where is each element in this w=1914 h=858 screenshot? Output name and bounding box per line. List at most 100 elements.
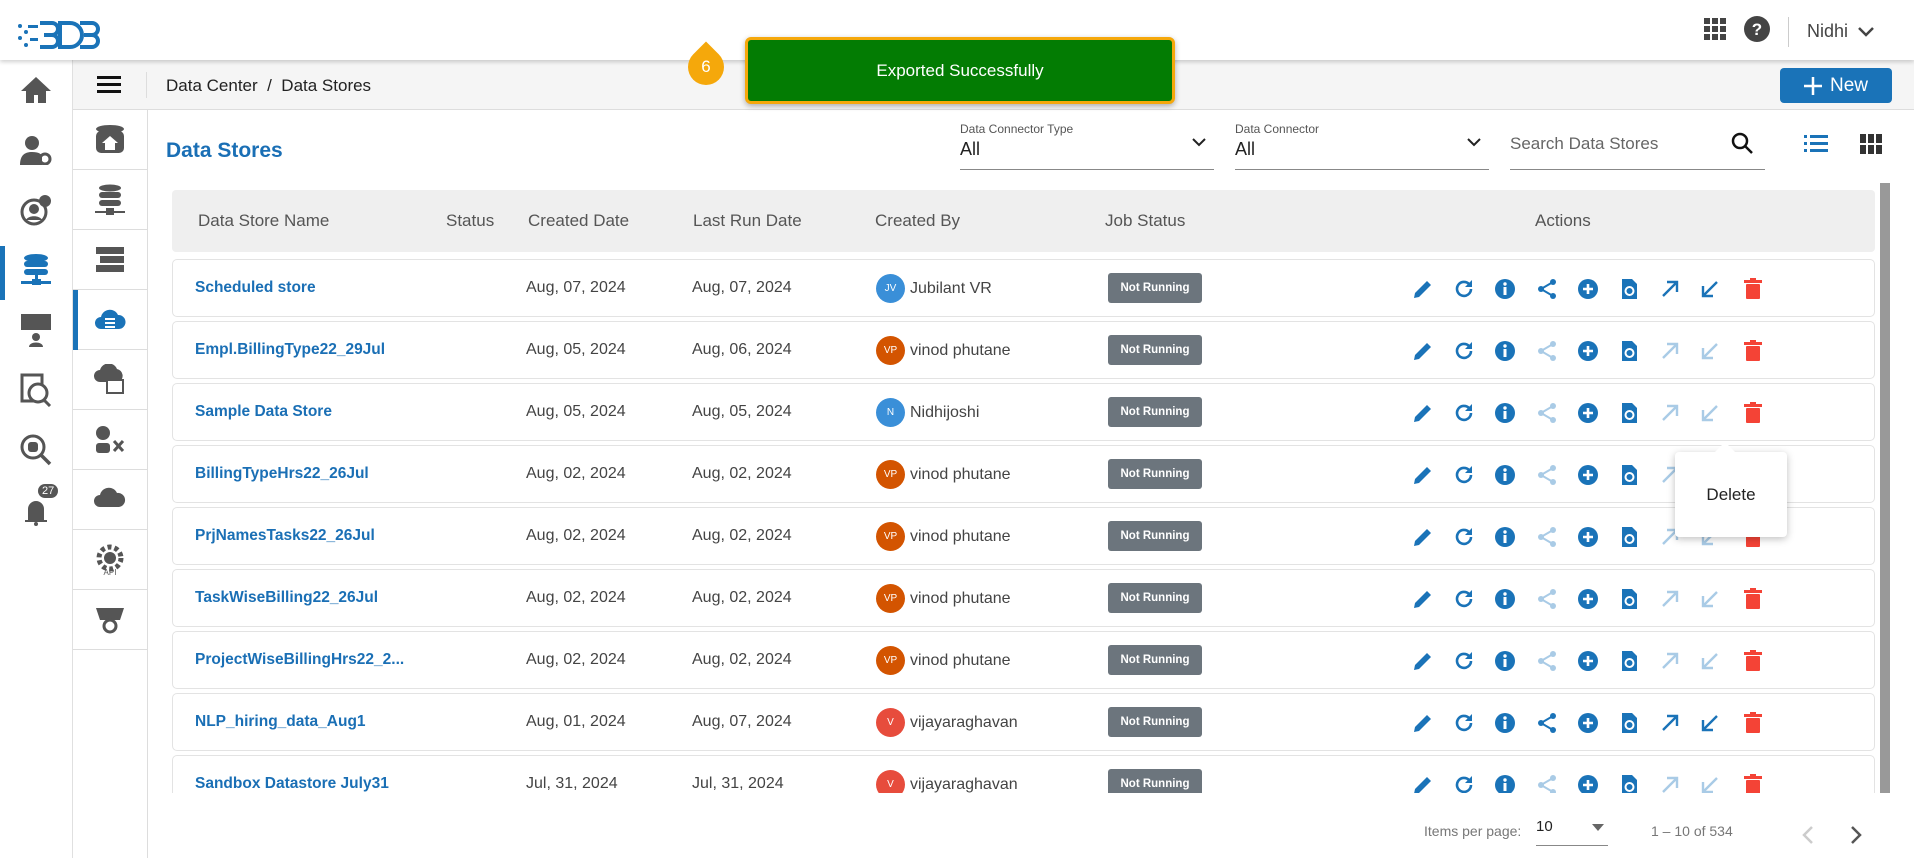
share-icon[interactable]	[1535, 587, 1559, 611]
data-store-name-link[interactable]: Empl.BillingType22_29Jul	[195, 341, 386, 358]
rail-user-info[interactable]	[0, 180, 72, 240]
delete-icon[interactable]	[1741, 401, 1765, 425]
refresh-icon[interactable]	[1452, 277, 1476, 301]
edit-icon[interactable]	[1411, 463, 1435, 487]
data-store-name-link[interactable]: Sample Data Store	[195, 403, 332, 420]
edit-icon[interactable]	[1411, 339, 1435, 363]
connector-type-select[interactable]: Data Connector Type All	[960, 122, 1214, 170]
import-arrow-icon[interactable]	[1698, 773, 1722, 793]
data-store-name-link[interactable]: PrjNamesTasks22_26Jul	[195, 527, 375, 544]
info-icon[interactable]	[1493, 339, 1517, 363]
subnav-data-preparation[interactable]	[73, 470, 147, 530]
subnav-feature-store[interactable]	[73, 590, 147, 650]
add-circle-icon[interactable]	[1576, 525, 1600, 549]
share-icon[interactable]	[1535, 525, 1559, 549]
col-created-date[interactable]: Created Date	[528, 211, 630, 230]
delete-icon[interactable]	[1741, 711, 1765, 735]
delete-icon[interactable]	[1741, 649, 1765, 673]
table-row[interactable]: Sandbox Datastore July31 Jul, 31, 2024 J…	[172, 755, 1875, 793]
share-icon[interactable]	[1535, 339, 1559, 363]
table-row[interactable]: NLP_hiring_data_Aug1 Aug, 01, 2024 Aug, …	[172, 693, 1875, 751]
import-arrow-icon[interactable]	[1698, 277, 1722, 301]
search-input[interactable]: Search Data Stores	[1510, 128, 1765, 170]
file-restore-icon[interactable]	[1617, 339, 1641, 363]
edit-icon[interactable]	[1411, 401, 1435, 425]
grid-view-icon[interactable]	[1860, 134, 1882, 154]
import-arrow-icon[interactable]	[1698, 587, 1722, 611]
share-icon[interactable]	[1535, 277, 1559, 301]
export-arrow-icon[interactable]	[1658, 773, 1682, 793]
import-arrow-icon[interactable]	[1698, 339, 1722, 363]
import-arrow-icon[interactable]	[1698, 649, 1722, 673]
info-icon[interactable]	[1493, 711, 1517, 735]
table-row[interactable]: TaskWiseBilling22_26Jul Aug, 02, 2024 Au…	[172, 569, 1875, 627]
info-icon[interactable]	[1493, 649, 1517, 673]
info-icon[interactable]	[1493, 277, 1517, 301]
refresh-icon[interactable]	[1452, 401, 1476, 425]
add-circle-icon[interactable]	[1576, 711, 1600, 735]
info-icon[interactable]	[1493, 587, 1517, 611]
rail-home[interactable]	[0, 60, 72, 120]
edit-icon[interactable]	[1411, 525, 1435, 549]
help-icon[interactable]: ?	[1743, 16, 1770, 47]
col-name[interactable]: Data Store Name	[198, 211, 330, 230]
subnav-api[interactable]: API	[73, 530, 147, 590]
scrollbar[interactable]	[1880, 183, 1890, 793]
info-icon[interactable]	[1493, 401, 1517, 425]
info-icon[interactable]	[1493, 463, 1517, 487]
edit-icon[interactable]	[1411, 711, 1435, 735]
items-per-page-select[interactable]: 10	[1536, 818, 1608, 846]
apps-grid-icon[interactable]	[1703, 18, 1726, 45]
user-menu[interactable]: Nidhi	[1807, 21, 1874, 42]
rail-data-catalog[interactable]	[0, 360, 72, 420]
table-row[interactable]: ProjectWiseBillingHrs22_2... Aug, 02, 20…	[172, 631, 1875, 689]
file-restore-icon[interactable]	[1617, 649, 1641, 673]
rail-insights[interactable]	[0, 300, 72, 360]
delete-icon[interactable]	[1741, 587, 1765, 611]
rail-data-center[interactable]	[0, 240, 72, 300]
export-arrow-icon[interactable]	[1658, 649, 1682, 673]
export-arrow-icon[interactable]	[1658, 339, 1682, 363]
refresh-icon[interactable]	[1452, 711, 1476, 735]
file-restore-icon[interactable]	[1617, 525, 1641, 549]
breadcrumb-data-center[interactable]: Data Center	[166, 76, 258, 95]
import-arrow-icon[interactable]	[1698, 711, 1722, 735]
info-icon[interactable]	[1493, 773, 1517, 793]
refresh-icon[interactable]	[1452, 649, 1476, 673]
file-restore-icon[interactable]	[1617, 463, 1641, 487]
data-store-name-link[interactable]: ProjectWiseBillingHrs22_2...	[195, 651, 405, 668]
delete-icon[interactable]	[1741, 773, 1765, 793]
file-restore-icon[interactable]	[1617, 773, 1641, 793]
data-store-name-link[interactable]: TaskWiseBilling22_26Jul	[195, 589, 379, 606]
share-icon[interactable]	[1535, 401, 1559, 425]
table-row[interactable]: Scheduled store Aug, 07, 2024 Aug, 07, 2…	[172, 259, 1875, 317]
export-arrow-icon[interactable]	[1658, 401, 1682, 425]
refresh-icon[interactable]	[1452, 773, 1476, 793]
connector-select[interactable]: Data Connector All	[1235, 122, 1489, 170]
rail-notifications[interactable]: 27	[0, 480, 72, 540]
refresh-icon[interactable]	[1452, 463, 1476, 487]
subnav-data-home[interactable]	[73, 110, 147, 170]
search-icon[interactable]	[1731, 132, 1753, 154]
file-restore-icon[interactable]	[1617, 587, 1641, 611]
table-row[interactable]: PrjNamesTasks22_26Jul Aug, 02, 2024 Aug,…	[172, 507, 1875, 565]
hamburger-menu-icon[interactable]	[97, 74, 121, 99]
table-row[interactable]: Empl.BillingType22_29Jul Aug, 05, 2024 A…	[172, 321, 1875, 379]
previous-page-icon[interactable]	[1802, 825, 1814, 845]
rail-data-search[interactable]	[0, 420, 72, 480]
export-arrow-icon[interactable]	[1658, 587, 1682, 611]
subnav-data-sandbox[interactable]	[73, 410, 147, 470]
refresh-icon[interactable]	[1452, 525, 1476, 549]
export-arrow-icon[interactable]	[1658, 711, 1682, 735]
add-circle-icon[interactable]	[1576, 401, 1600, 425]
edit-icon[interactable]	[1411, 773, 1435, 793]
next-page-icon[interactable]	[1850, 825, 1862, 845]
refresh-icon[interactable]	[1452, 339, 1476, 363]
import-arrow-icon[interactable]	[1698, 401, 1722, 425]
file-restore-icon[interactable]	[1617, 401, 1641, 425]
subnav-data-sets[interactable]	[73, 230, 147, 290]
subnav-data-stores[interactable]	[73, 290, 147, 350]
add-circle-icon[interactable]	[1576, 587, 1600, 611]
rail-user-settings[interactable]	[0, 120, 72, 180]
data-store-name-link[interactable]: Sandbox Datastore July31	[195, 775, 389, 792]
